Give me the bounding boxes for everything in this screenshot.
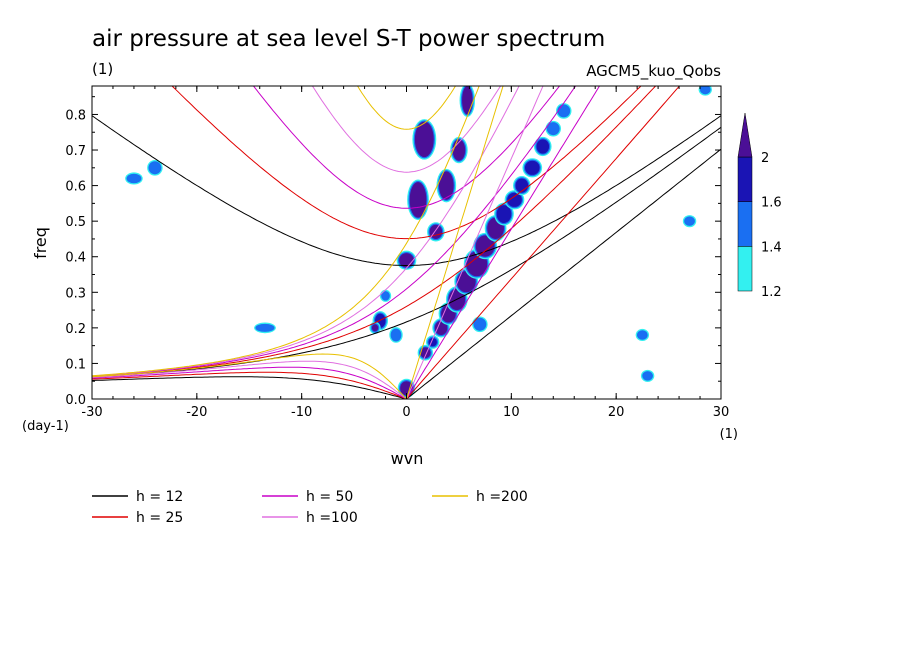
x-tick-label: -10 xyxy=(291,405,312,420)
power-contour-core xyxy=(701,86,710,94)
y-axis-label: freq xyxy=(31,227,50,259)
x-tick-label: 30 xyxy=(713,405,730,420)
dispersion-curve-line xyxy=(92,360,407,399)
colorbar-label: 1.6 xyxy=(761,196,782,211)
power-contour-core xyxy=(496,205,512,223)
power-contour-core xyxy=(638,331,647,339)
y-tick-label: 0.4 xyxy=(65,251,86,266)
dispersion-curve-line xyxy=(92,86,657,378)
y-tick-label: 0.7 xyxy=(65,144,86,159)
colorbar-label: 2 xyxy=(761,151,769,166)
dispersion-curve-line xyxy=(406,148,721,399)
dispersion-curve-line xyxy=(92,86,577,377)
legend-label: h = 25 xyxy=(136,510,183,526)
power-contour-core xyxy=(371,324,379,332)
dispersion-curves xyxy=(92,86,721,399)
power-contour-core xyxy=(507,192,522,207)
y-tick-label: 0.6 xyxy=(65,180,86,195)
x-unit-label: (1) xyxy=(720,427,738,442)
dispersion-curve-line xyxy=(356,86,457,130)
dispersion-curve-line xyxy=(92,353,407,399)
colorbar-segment xyxy=(737,156,753,202)
legend-label: h =200 xyxy=(476,489,528,505)
dispersion-curve-line xyxy=(252,86,561,209)
y-tick-label: 0.8 xyxy=(65,108,86,123)
power-contour-core xyxy=(643,372,652,380)
power-contour-core xyxy=(558,105,569,117)
power-contour-core xyxy=(462,86,473,115)
power-contour-core xyxy=(438,171,454,200)
colorbar-label: 1.2 xyxy=(761,285,782,300)
y-axis: 0.0 0.1 0.2 0.3 0.4 0.5 0.6 0.7 0.8 xyxy=(65,96,721,408)
dispersion-curve-line xyxy=(92,126,721,378)
legend-label: h = 50 xyxy=(306,489,353,505)
x-axis-label: wvn xyxy=(391,449,424,468)
power-contour-core xyxy=(391,329,401,341)
y-unit-label: (day-1) xyxy=(22,419,69,434)
power-contour-core xyxy=(475,235,495,257)
power-contour-core xyxy=(382,292,389,300)
dispersion-curve-line xyxy=(92,115,721,266)
power-contour-core xyxy=(536,139,550,154)
chart-subtitle-right: AGCM5_kuo_Qobs xyxy=(586,62,721,81)
dispersion-curve-line xyxy=(92,86,520,377)
dispersion-curve-line xyxy=(92,376,407,399)
colorbar-label: 1.4 xyxy=(761,240,782,255)
dispersion-curve-line xyxy=(311,86,502,173)
power-contour-core xyxy=(434,320,448,335)
y-tick-label: 0.5 xyxy=(65,215,86,230)
x-tick-label: 10 xyxy=(503,405,520,420)
power-contours xyxy=(125,86,712,398)
y-tick-label: 0.2 xyxy=(65,322,86,337)
legend-label: h = 12 xyxy=(136,489,183,505)
colorbar: 1.2 1.4 1.6 2 xyxy=(737,112,782,300)
power-contour-core xyxy=(256,325,274,331)
legend: h = 12 h = 25 h = 50 h =100 h =200 xyxy=(92,489,528,526)
power-contour-core xyxy=(685,217,694,225)
x-tick-label: -20 xyxy=(186,405,207,420)
dispersion-curve-line xyxy=(92,371,407,399)
x-axis: -30 -20 -10 0 10 20 30 xyxy=(81,86,729,420)
power-contour-core xyxy=(409,182,427,218)
y-tick-label: 0.0 xyxy=(65,393,86,408)
y-tick-label: 0.3 xyxy=(65,286,86,301)
colorbar-extend-arrow xyxy=(737,112,753,158)
dispersion-curve-line xyxy=(171,86,642,240)
colorbar-segment xyxy=(737,246,753,292)
dispersion-curve-line xyxy=(406,86,681,399)
dispersion-curve-line xyxy=(92,86,480,377)
y-tick-label: 0.1 xyxy=(65,357,86,372)
colorbar-segment xyxy=(737,201,753,247)
dispersion-curve-line xyxy=(406,86,504,399)
chart-title: air pressure at sea level S-T power spec… xyxy=(92,26,605,52)
dispersion-curve-line xyxy=(406,86,544,399)
power-contour-core xyxy=(548,123,559,135)
x-tick-label: -30 xyxy=(81,405,102,420)
power-contour-core xyxy=(474,318,486,330)
chart-subtitle-left: (1) xyxy=(92,60,113,78)
power-contour-core xyxy=(149,162,161,174)
dispersion-curve-line xyxy=(406,86,601,399)
x-tick-label: 20 xyxy=(608,405,625,420)
power-contour-core xyxy=(414,121,434,158)
x-tick-label: 0 xyxy=(402,405,410,420)
power-contour-core xyxy=(127,174,141,183)
dispersion-curve-line xyxy=(92,366,407,399)
legend-label: h =100 xyxy=(306,510,358,526)
power-contour-core xyxy=(524,160,540,175)
